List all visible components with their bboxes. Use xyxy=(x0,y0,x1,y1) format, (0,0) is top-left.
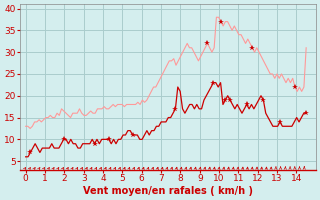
X-axis label: Vent moyen/en rafales ( km/h ): Vent moyen/en rafales ( km/h ) xyxy=(83,186,253,196)
